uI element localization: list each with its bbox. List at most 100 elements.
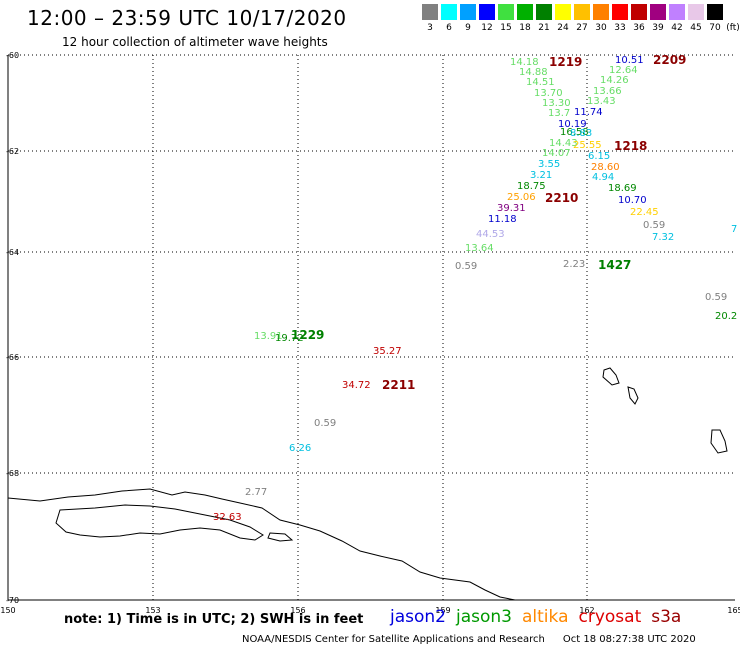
wave-height-value: 11.74 — [574, 107, 603, 118]
wave-height-value: 25.55 — [573, 140, 602, 151]
graticule-grid — [8, 54, 735, 600]
latitude-labels: -60 -62 -64 -66 -68 -70 — [6, 51, 19, 605]
scale-swatch — [479, 4, 495, 20]
longitude-label: 150 — [0, 606, 15, 615]
scale-label: 33 — [614, 23, 626, 33]
satellite-legend-cryosat: cryosat — [578, 607, 642, 627]
longitude-label: 165 — [727, 606, 740, 615]
wave-height-value: 44.53 — [476, 229, 505, 240]
wave-height-value: 18.75 — [517, 181, 546, 192]
wave-height-value: 39.31 — [497, 203, 526, 214]
wave-height-value: 34.72 — [342, 380, 371, 391]
longitude-label: 156 — [290, 606, 305, 615]
pass-time-label: 2211 — [382, 378, 415, 392]
wave-height-value: 13.30 — [542, 98, 571, 109]
wave-height-observations: 14.1814.8814.5113.7013.3013.710.1916.581… — [213, 55, 737, 523]
scale-label: 6 — [446, 23, 452, 33]
scale-label: 3 — [427, 23, 433, 33]
latitude-label: -62 — [6, 147, 19, 156]
scale-label: 36 — [633, 23, 645, 33]
scale-swatch — [707, 4, 723, 20]
wave-height-value: 18.69 — [608, 183, 637, 194]
scale-label: 39 — [652, 23, 664, 33]
scale-swatch — [422, 4, 438, 20]
wave-height-value: 3.55 — [538, 159, 560, 170]
wave-height-value: 0.59 — [643, 220, 665, 231]
wave-height-value: 13.7 — [548, 108, 570, 119]
scale-label: 27 — [576, 23, 588, 33]
wave-height-value: 35.27 — [373, 346, 402, 357]
wave-height-value: 14.43 — [549, 138, 578, 149]
coastline — [7, 367, 728, 601]
pass-time-label: 1229 — [291, 328, 324, 342]
scale-label: 21 — [538, 23, 550, 33]
wave-height-value: 6.15 — [588, 151, 610, 162]
credit-footer: NOAA/NESDIS Center for Satellite Applica… — [242, 634, 696, 645]
scale-label: 12 — [481, 23, 493, 33]
wave-height-value: 19.72 — [275, 333, 304, 344]
wave-height-value: 14.88 — [519, 67, 548, 78]
wave-height-value: 28.60 — [591, 162, 620, 173]
satellite-legend-altika: altika — [522, 607, 569, 627]
credit-text: NOAA/NESDIS Center for Satellite Applica… — [242, 634, 545, 645]
satellite-legend-s3a: s3a — [651, 607, 682, 627]
pass-time-label: 1219 — [549, 55, 582, 69]
scale-swatch — [460, 4, 476, 20]
scale-label: 9 — [465, 23, 471, 33]
wave-height-value: 0.59 — [314, 418, 336, 429]
wave-height-value: 7 — [731, 224, 737, 235]
wave-height-value: 13.43 — [587, 96, 616, 107]
scale-swatch — [593, 4, 609, 20]
wave-height-value: 13.64 — [465, 243, 494, 254]
scale-label: 15 — [500, 23, 512, 33]
wave-height-value: 4.94 — [592, 172, 614, 183]
wave-height-value: 13.66 — [593, 86, 622, 97]
scale-swatch — [669, 4, 685, 20]
longitude-label: 159 — [435, 606, 450, 615]
scale-swatch — [517, 4, 533, 20]
scale-swatch — [650, 4, 666, 20]
pass-time-labels: 1219 2209 1218 2210 1427 1229 2211 — [291, 53, 686, 392]
scale-label: 42 — [671, 23, 683, 33]
scale-swatch — [441, 4, 457, 20]
wave-height-value: 7.32 — [652, 232, 674, 243]
scale-swatch — [555, 4, 571, 20]
map-frame — [7, 55, 735, 601]
scale-unit: (ft) — [726, 23, 740, 33]
wave-height-value: 13.70 — [534, 88, 563, 99]
wave-height-value: 16.58 — [560, 127, 589, 138]
wave-height-value: 6.26 — [289, 443, 311, 454]
scale-label: 30 — [595, 23, 607, 33]
wave-height-value: 8.83 — [570, 128, 592, 139]
wave-height-value: 25.06 — [507, 192, 536, 203]
scale-label: 24 — [557, 23, 569, 33]
wave-height-value: 14.26 — [600, 75, 629, 86]
scale-swatch — [574, 4, 590, 20]
satellite-legend: jason2 jason3 altika cryosat s3a — [390, 607, 691, 627]
scale-swatch — [612, 4, 628, 20]
latitude-label: -60 — [6, 51, 19, 60]
generated-timestamp: Oct 18 08:27:38 UTC 2020 — [562, 634, 696, 645]
latitude-label: -68 — [6, 469, 19, 478]
scale-label: 18 — [519, 23, 531, 33]
map-subtitle: 12 hour collection of altimeter wave hei… — [62, 35, 328, 49]
longitude-label: 162 — [579, 606, 594, 615]
wave-height-value: 13.91 — [254, 331, 283, 342]
wave-height-value: 10.19 — [558, 119, 587, 130]
satellite-legend-jason3: jason3 — [456, 607, 512, 627]
pass-time-label: 2209 — [653, 53, 686, 67]
wave-height-value: 14.51 — [526, 77, 555, 88]
wave-height-value: 2.77 — [245, 487, 267, 498]
latitude-label: -66 — [6, 353, 19, 362]
wave-height-value: 3.21 — [530, 170, 552, 181]
scale-swatch — [688, 4, 704, 20]
longitude-label: 153 — [145, 606, 160, 615]
pass-time-label: 1218 — [614, 139, 647, 153]
wave-height-value: 32.63 — [213, 512, 242, 523]
latitude-label: -70 — [6, 596, 19, 605]
scale-swatch — [498, 4, 514, 20]
wave-height-value: 10.70 — [618, 195, 647, 206]
wave-height-value: 20.2 — [715, 311, 737, 322]
pass-time-label: 2210 — [545, 191, 578, 205]
scale-label: 70 — [709, 23, 721, 33]
